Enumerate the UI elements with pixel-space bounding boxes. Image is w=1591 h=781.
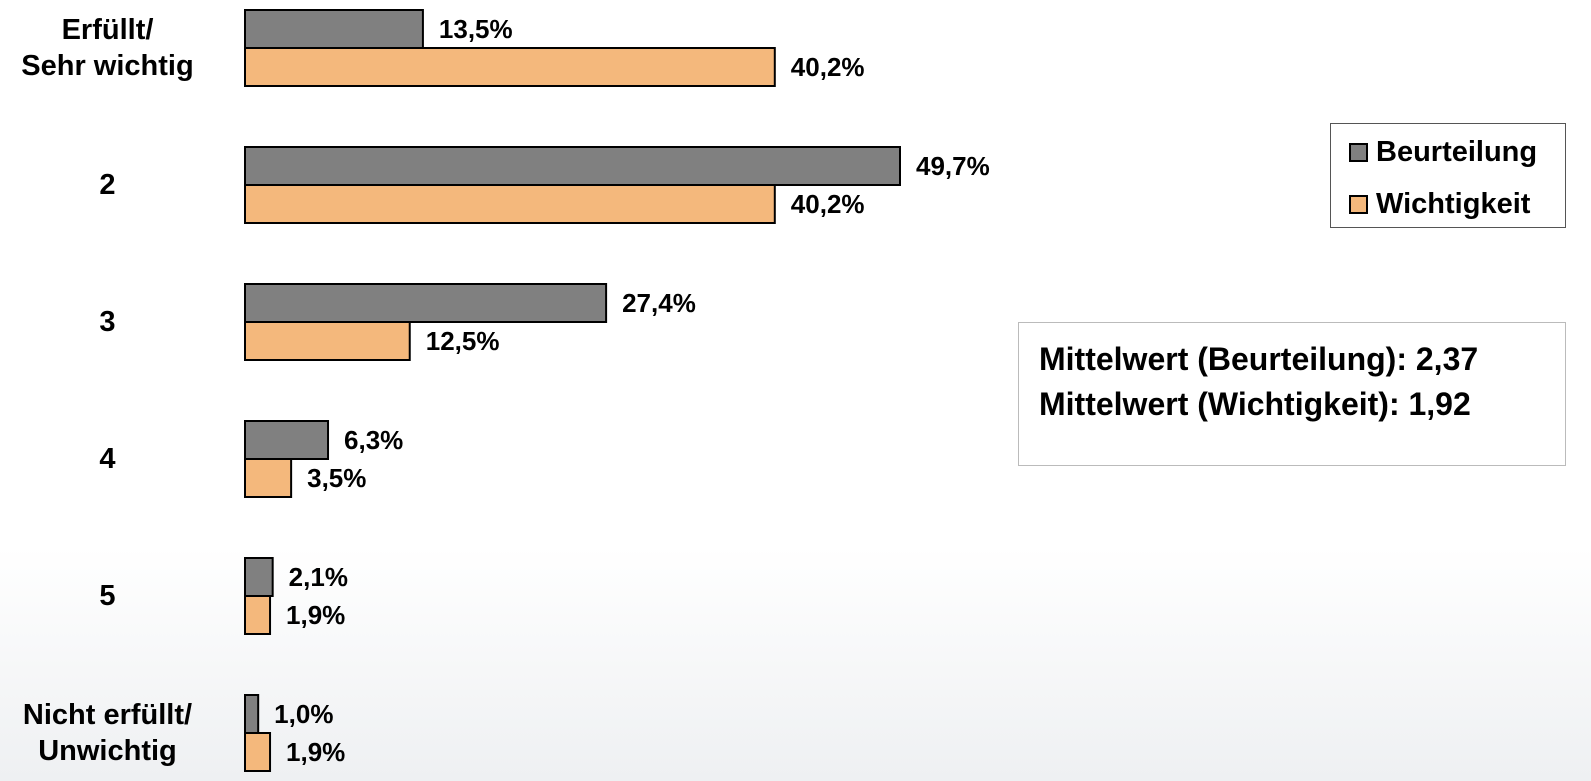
bar	[244, 47, 776, 87]
y-tick-label: 2	[99, 169, 116, 201]
bar	[244, 694, 260, 734]
data-label: 2,1%	[289, 562, 348, 592]
bar	[244, 595, 272, 635]
y-tick-label: Nicht erfüllt/ Unwichtig	[22, 699, 193, 767]
data-label: 6,3%	[344, 425, 403, 455]
data-label: 13,5%	[439, 14, 513, 44]
y-tick-label: 5	[99, 580, 116, 612]
bar	[244, 732, 272, 772]
bar	[244, 321, 411, 361]
data-label: 49,7%	[916, 151, 990, 181]
data-label: 1,9%	[286, 600, 345, 630]
bar	[244, 557, 274, 597]
annotation: Mittelwert (Wichtigkeit): 1,92	[1039, 386, 1471, 422]
bar	[244, 146, 901, 186]
data-label: 1,9%	[286, 737, 345, 767]
bar	[244, 283, 608, 323]
data-label: 3,5%	[307, 463, 366, 493]
legend-label: Wichtigkeit	[1376, 188, 1531, 220]
data-label: 1,0%	[274, 699, 333, 729]
legend-item: Wichtigkeit	[1349, 188, 1530, 221]
y-tick-label: 3	[99, 306, 116, 338]
bar	[244, 420, 330, 460]
legend-item: Beurteilung	[1349, 136, 1537, 169]
y-tick-label: 4	[99, 443, 116, 475]
legend-swatch	[1349, 195, 1368, 214]
annotation-box: Mittelwert (Beurteilung): 2,37 Mittelwer…	[1018, 322, 1566, 466]
bar	[244, 9, 424, 49]
legend-label: Beurteilung	[1376, 136, 1538, 168]
data-label: 12,5%	[426, 326, 500, 356]
data-label: 40,2%	[791, 189, 865, 219]
legend: Beurteilung Wichtigkeit	[1330, 123, 1566, 228]
bar	[244, 184, 776, 224]
annotation: Mittelwert (Beurteilung): 2,37	[1039, 341, 1479, 377]
y-tick-label: Erfüllt/ Sehr wichtig	[21, 14, 194, 82]
data-label: 40,2%	[791, 52, 865, 82]
data-label: 27,4%	[622, 288, 696, 318]
bar	[244, 458, 293, 498]
legend-swatch	[1349, 143, 1368, 162]
